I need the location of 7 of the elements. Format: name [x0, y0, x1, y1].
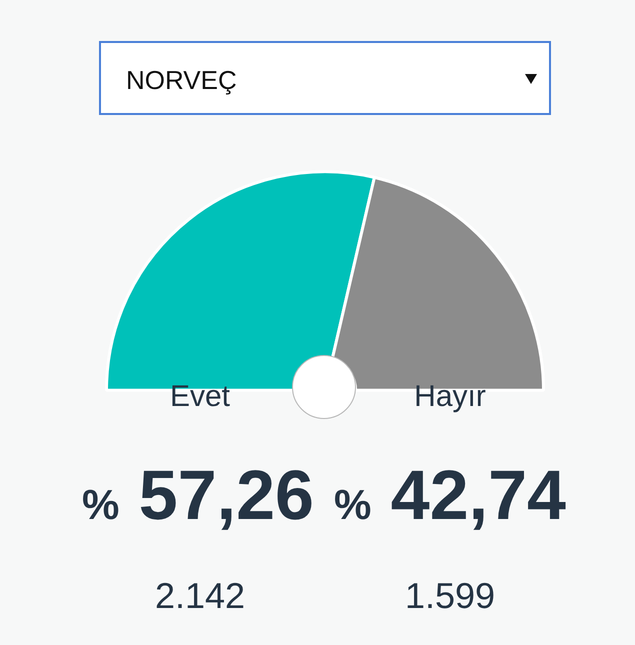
text: 2.142 [154, 575, 246, 617]
text: 1.599 [404, 575, 496, 617]
chart-title: NORVEÇ [126, 65, 237, 96]
slice-label: Evet [168, 380, 232, 414]
data-label: % 42,74 [333, 455, 567, 535]
data-label: % 57,26 [81, 455, 315, 535]
slice-label: Hayır [413, 380, 487, 414]
